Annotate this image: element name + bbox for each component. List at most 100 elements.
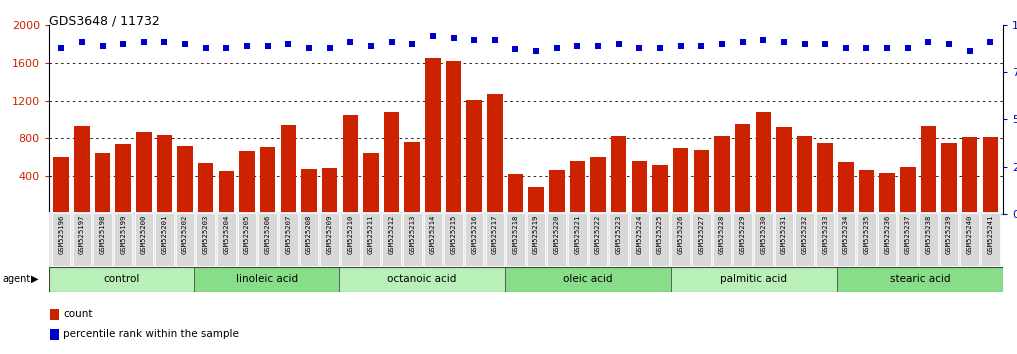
- Bar: [465, 213, 483, 266]
- Bar: [878, 213, 896, 266]
- Text: GSM525225: GSM525225: [657, 215, 663, 254]
- Point: [694, 43, 710, 48]
- Point: [672, 43, 689, 48]
- Text: GSM525211: GSM525211: [368, 215, 374, 254]
- Bar: [485, 213, 504, 266]
- Point: [177, 41, 193, 46]
- Text: GSM525220: GSM525220: [554, 215, 559, 254]
- Bar: [652, 165, 668, 214]
- Bar: [54, 157, 69, 214]
- Bar: [631, 213, 649, 266]
- Bar: [632, 161, 647, 214]
- Bar: [72, 213, 92, 266]
- Point: [900, 45, 916, 50]
- Bar: [775, 213, 793, 266]
- Text: GSM525229: GSM525229: [739, 215, 745, 254]
- Bar: [382, 213, 401, 266]
- Bar: [692, 213, 711, 266]
- Bar: [341, 213, 360, 266]
- Point: [548, 45, 564, 50]
- Text: GSM525210: GSM525210: [347, 215, 353, 254]
- Point: [610, 41, 626, 46]
- Bar: [609, 213, 627, 266]
- Bar: [735, 124, 751, 214]
- Bar: [590, 157, 606, 214]
- Bar: [258, 213, 277, 266]
- Text: GSM525208: GSM525208: [306, 215, 312, 254]
- Bar: [260, 147, 276, 214]
- Bar: [942, 143, 957, 214]
- Point: [197, 45, 214, 50]
- Bar: [115, 144, 131, 214]
- Text: GSM525231: GSM525231: [781, 215, 787, 254]
- Text: GSM525206: GSM525206: [264, 215, 271, 254]
- Bar: [671, 267, 837, 292]
- Bar: [425, 58, 440, 214]
- Text: GSM525237: GSM525237: [905, 215, 911, 254]
- Point: [879, 45, 895, 50]
- Text: GSM525233: GSM525233: [822, 215, 828, 254]
- Bar: [320, 213, 339, 266]
- Text: GSM525221: GSM525221: [575, 215, 581, 254]
- Text: GSM525209: GSM525209: [326, 215, 333, 254]
- Bar: [796, 136, 813, 214]
- Text: oleic acid: oleic acid: [563, 274, 613, 284]
- Point: [115, 41, 131, 46]
- Text: GSM525228: GSM525228: [719, 215, 725, 254]
- Bar: [589, 213, 607, 266]
- Bar: [507, 175, 523, 214]
- Point: [632, 45, 648, 50]
- Bar: [136, 132, 152, 214]
- Bar: [49, 267, 194, 292]
- Bar: [194, 267, 339, 292]
- Bar: [529, 187, 544, 214]
- Bar: [300, 213, 318, 266]
- Text: GSM525234: GSM525234: [843, 215, 849, 254]
- Bar: [776, 127, 791, 214]
- Text: GSM525203: GSM525203: [202, 215, 208, 254]
- Bar: [694, 150, 709, 214]
- Bar: [837, 213, 855, 266]
- Text: GSM525217: GSM525217: [492, 215, 497, 254]
- Bar: [505, 267, 671, 292]
- Point: [259, 43, 276, 48]
- Text: agent: agent: [2, 274, 31, 284]
- Bar: [114, 213, 132, 266]
- Point: [73, 39, 89, 45]
- Bar: [339, 267, 505, 292]
- Bar: [52, 213, 70, 266]
- Bar: [467, 99, 482, 214]
- Text: GSM525238: GSM525238: [925, 215, 932, 254]
- Text: GSM525232: GSM525232: [801, 215, 807, 254]
- Point: [321, 45, 338, 50]
- Bar: [962, 137, 977, 214]
- Bar: [487, 94, 502, 214]
- Bar: [176, 213, 194, 266]
- Point: [363, 43, 379, 48]
- Bar: [818, 143, 833, 214]
- Point: [404, 41, 420, 46]
- Bar: [837, 267, 1003, 292]
- Point: [817, 41, 833, 46]
- Bar: [880, 173, 895, 214]
- Text: GSM525205: GSM525205: [244, 215, 250, 254]
- Point: [714, 41, 730, 46]
- Bar: [50, 309, 59, 320]
- Bar: [196, 213, 215, 266]
- Bar: [445, 61, 462, 214]
- Point: [507, 47, 524, 52]
- Bar: [238, 213, 256, 266]
- Text: GSM525239: GSM525239: [946, 215, 952, 254]
- Text: GSM525199: GSM525199: [120, 215, 126, 254]
- Point: [281, 41, 297, 46]
- Point: [53, 45, 69, 50]
- Text: GSM525241: GSM525241: [988, 215, 994, 254]
- Text: GSM525201: GSM525201: [162, 215, 168, 254]
- Text: GSM525230: GSM525230: [761, 215, 766, 254]
- Bar: [363, 153, 378, 214]
- Text: ▶: ▶: [31, 274, 38, 284]
- Bar: [362, 213, 380, 266]
- Text: GSM525215: GSM525215: [451, 215, 457, 254]
- Point: [838, 45, 854, 50]
- Bar: [919, 213, 938, 266]
